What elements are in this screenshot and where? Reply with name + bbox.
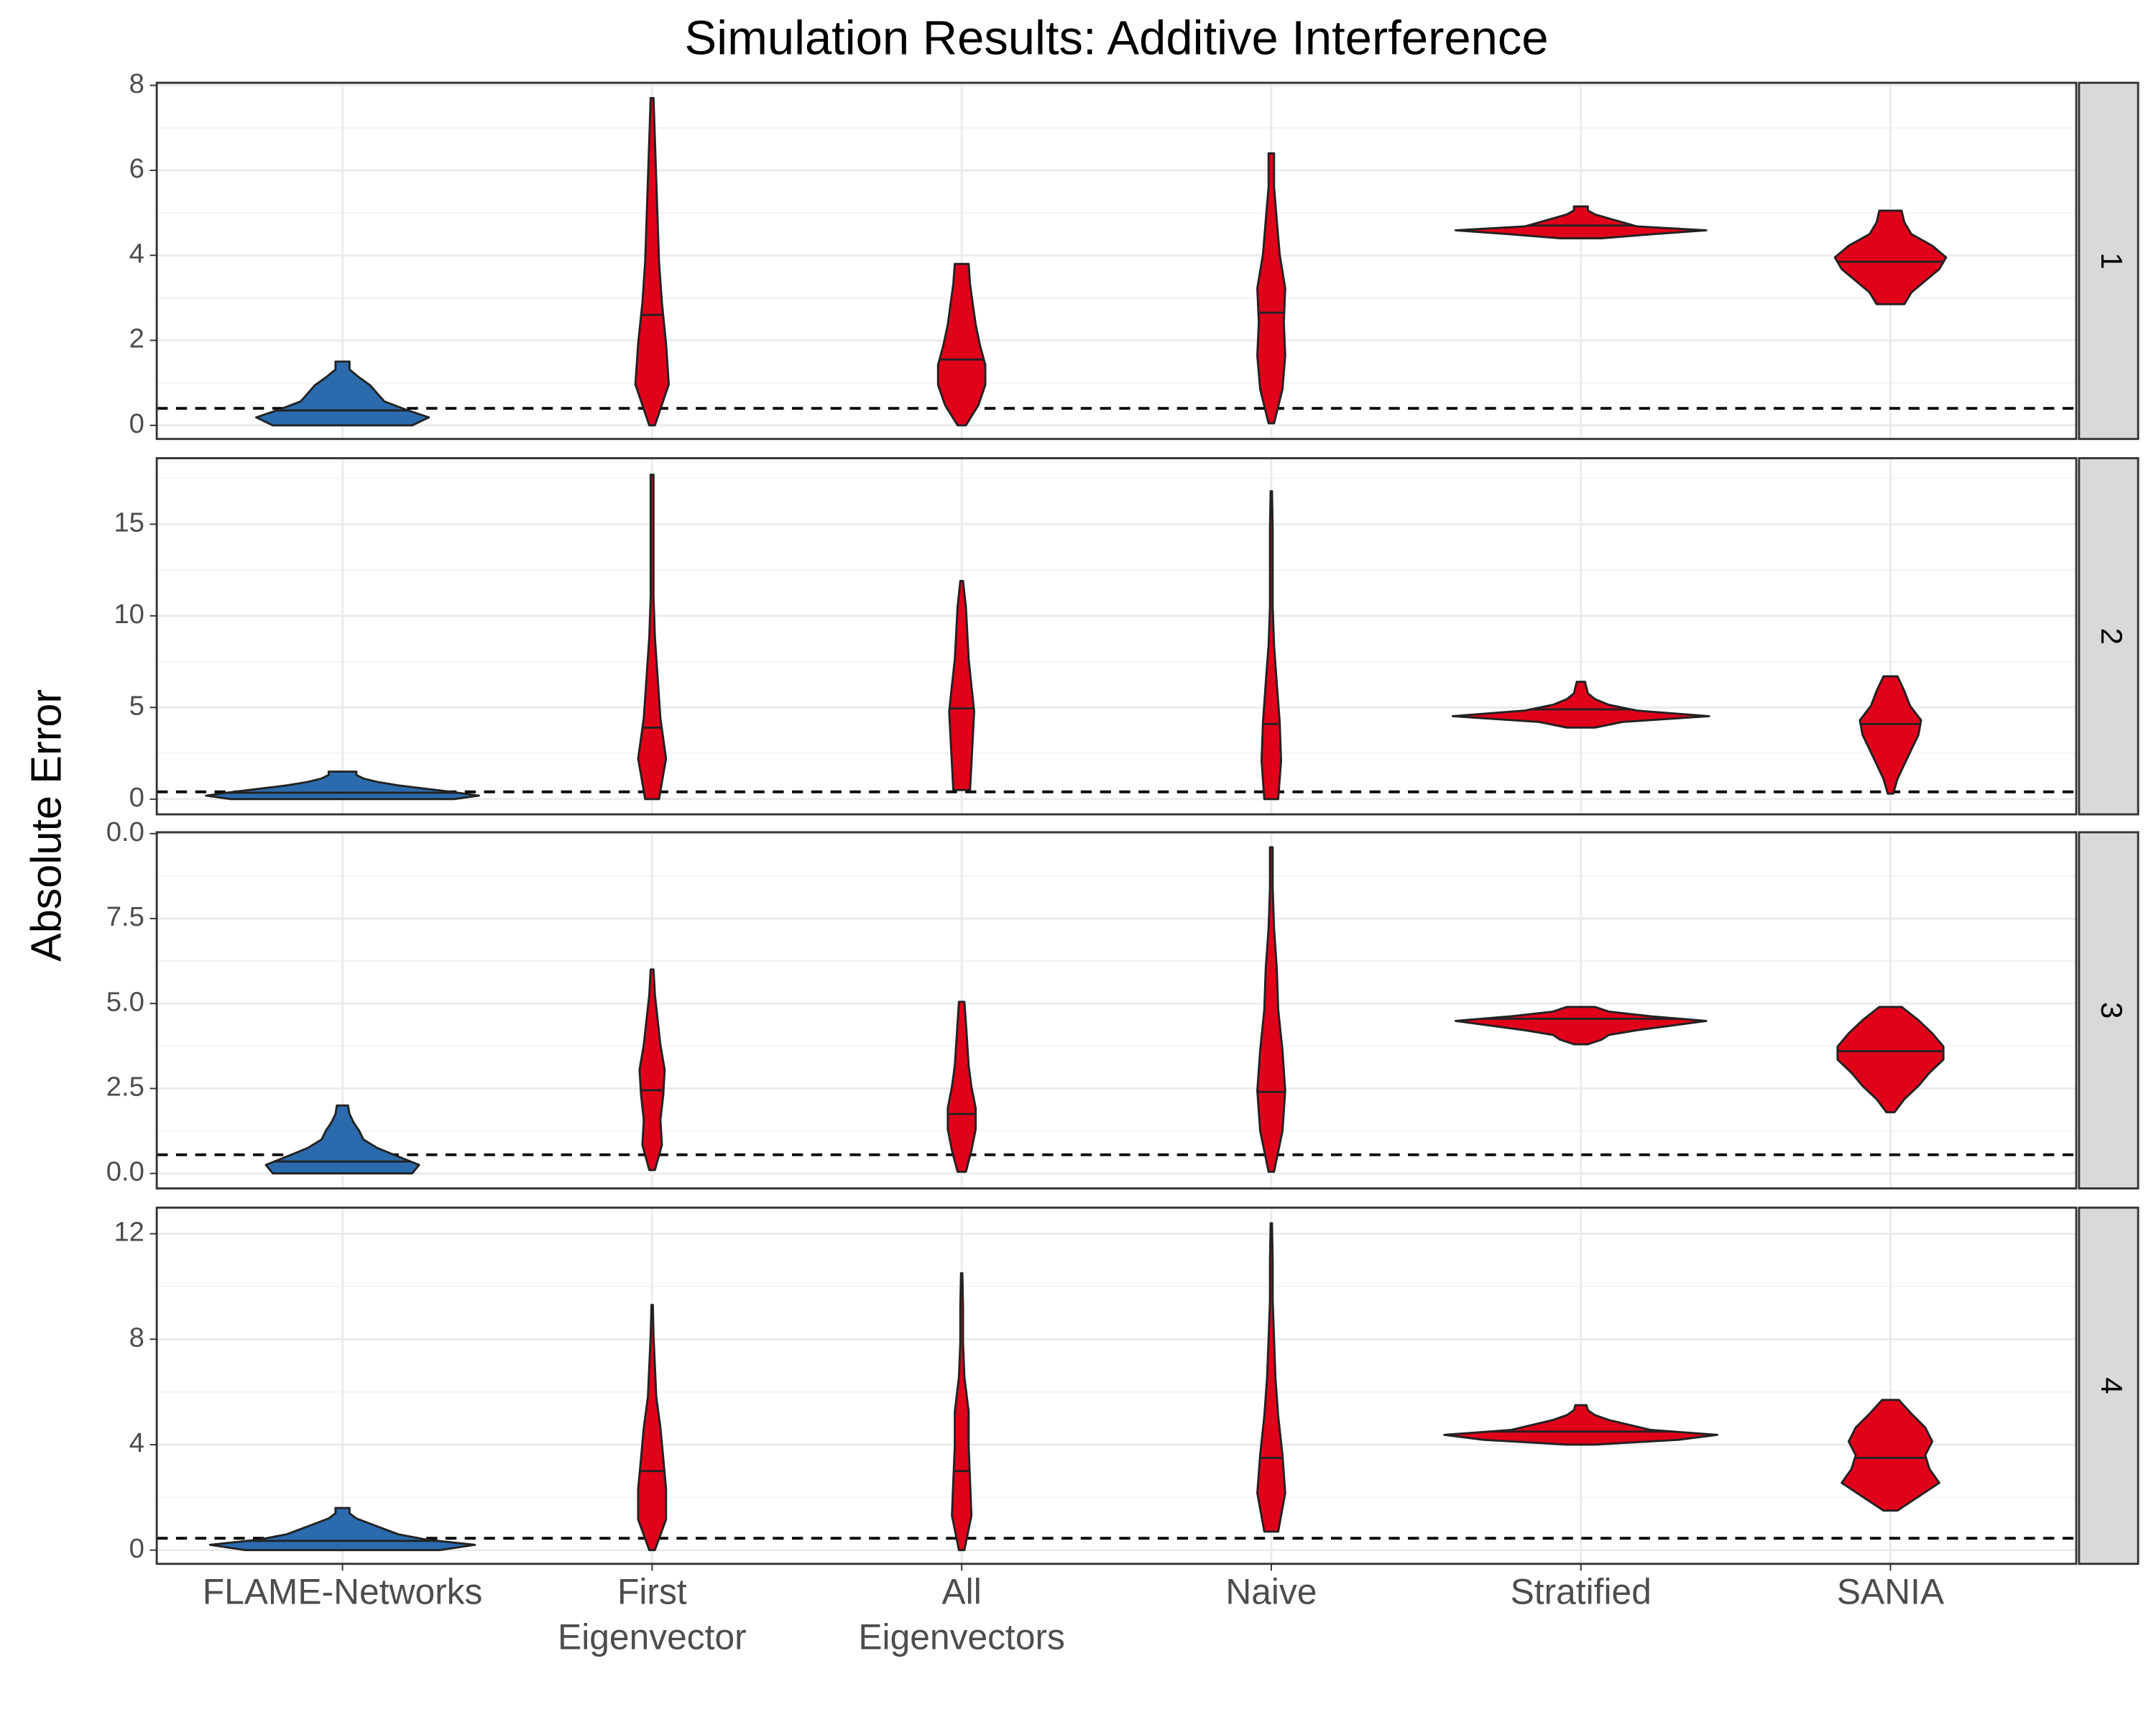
strip [2078,1206,2139,1565]
x-tick-label-box: Stratified [1510,1570,1651,1612]
panel-background [157,1208,2077,1564]
violin [946,1000,977,1173]
x-tick-label-box: First Eigenvector [558,1570,747,1657]
strip [2078,457,2139,816]
violin [1833,209,1948,305]
y-tick-label: 2.5 [106,1072,144,1103]
panel: 0.0 2.5 5.0 7.5 0.0 [106,816,2077,1189]
y-axis-label: Absolute Error [22,689,70,962]
x-tick-label: First Eigenvector [558,1570,747,1657]
panel-background [157,832,2077,1189]
y-tick-label: 0 [129,1533,144,1564]
violin [1256,1222,1286,1533]
y-tick-label: 5 [129,690,144,721]
violin [1256,846,1286,1173]
x-tick-label-box: SANIA [1836,1570,1945,1612]
x-tick-label: Naive [1225,1570,1317,1612]
panel-border [155,831,2078,1190]
violin [637,474,668,801]
y-tick-label: 0.0 [106,816,144,847]
panel-border [155,81,2078,441]
panel: 0 2 4 6 8 [129,68,2077,439]
x-tick-label: Stratified [1510,1570,1651,1612]
panel: 0 5 10 15 [114,458,2077,815]
y-tick-label: 0 [129,408,144,439]
y-tick-label: 2 [129,323,144,354]
violin [1443,1404,1719,1446]
violin [948,579,975,791]
violin [638,968,666,1172]
violin [936,262,987,427]
violin [1256,152,1286,425]
x-tick-label-box: All Eigenvectors [858,1570,1065,1657]
violin [1858,675,1922,795]
y-tick-label: 5.0 [106,986,144,1017]
violin [1454,205,1708,240]
y-tick-label: 10 [114,599,144,630]
x-tick-label: All Eigenvectors [858,1570,1065,1657]
strip-label: 3 [2095,1002,2129,1018]
x-tick-label: FLAME-Networks [202,1570,483,1612]
y-tick-label: 8 [129,68,144,99]
violin [634,96,671,427]
strip [2078,81,2139,441]
y-tick-label: 7.5 [106,901,144,932]
panel-background [157,458,2077,815]
y-tick-label: 8 [129,1322,144,1353]
violin [264,1104,420,1175]
panel-background [157,83,2077,439]
x-tick-label-box: Naive [1225,1570,1317,1612]
violin [1451,681,1710,729]
violin [1836,1006,1945,1113]
y-tick-label: 4 [129,1427,144,1458]
violin [951,1272,973,1552]
violin [255,360,430,427]
violin [1454,1006,1708,1046]
y-tick-label: 15 [114,507,144,538]
x-tick-label: SANIA [1836,1570,1945,1612]
violin [637,1304,668,1552]
y-tick-label: 12 [114,1217,144,1248]
violin [208,1506,476,1552]
strip-label: 4 [2095,1377,2129,1394]
panel-border [155,1206,2078,1565]
y-tick-label: 4 [129,238,144,269]
y-tick-label: 0.0 [106,1156,144,1187]
strip-label: 1 [2095,252,2129,269]
chart-title: Simulation Results: Additive Interferenc… [685,11,1549,65]
x-tick-label-box: FLAME-Networks [202,1570,483,1612]
strip-label: 2 [2095,628,2129,645]
y-tick-label: 6 [129,153,144,184]
violin [1260,489,1283,801]
violin [1841,1399,1940,1512]
panel-border [155,457,2078,816]
panel: 0 4 8 12 [114,1208,2077,1564]
strip [2078,831,2139,1190]
y-tick-label: 0 [129,782,144,813]
